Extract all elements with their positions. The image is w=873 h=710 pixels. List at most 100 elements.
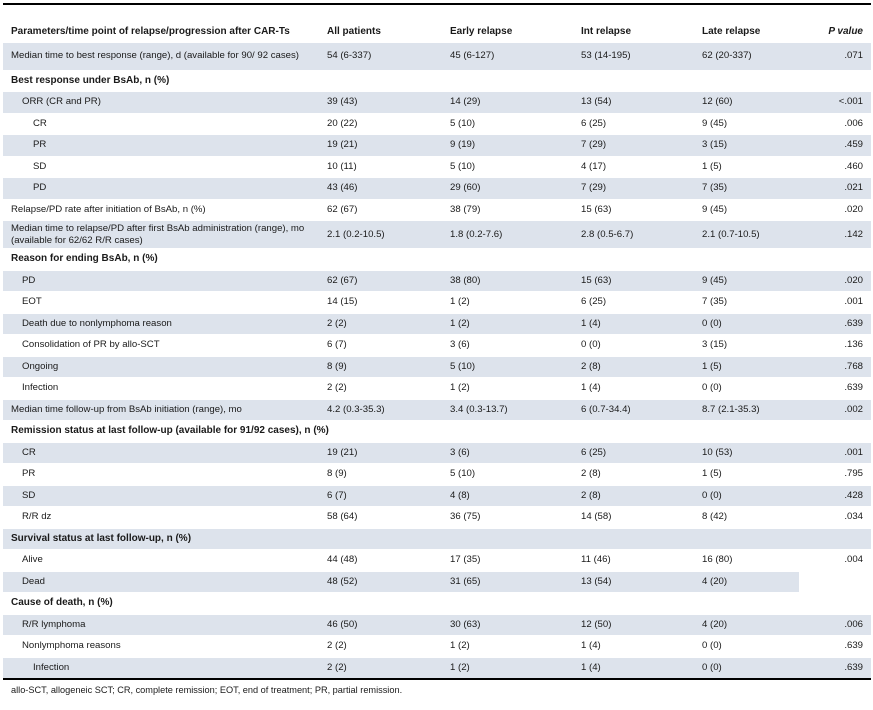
- cell-p-value: .004: [799, 549, 871, 571]
- cell-early-relapse: 38 (80): [442, 269, 573, 292]
- cell-late-relapse: 0 (0): [694, 312, 799, 335]
- cell-all-patients: 46 (50): [319, 613, 442, 636]
- table-container: Parameters/time point of relapse/progres…: [3, 3, 871, 695]
- table-row: PD 62 (67) 38 (80) 15 (63) 9 (45) .020: [3, 269, 871, 292]
- row-label: Death due to nonlymphoma reason: [3, 312, 319, 335]
- cell-p-value: .639: [799, 377, 871, 399]
- header-p-value: P value: [828, 25, 863, 37]
- cell-all-patients: 14 (15): [319, 291, 442, 313]
- cell-early-relapse: 29 (60): [442, 177, 573, 199]
- cell-late-relapse: 2.1 (0.7-10.5): [694, 220, 799, 249]
- cell-late-relapse: 62 (20-337): [694, 41, 799, 70]
- cell-p-value: [799, 570, 871, 593]
- cell-all-patients: 2 (2): [319, 377, 442, 399]
- cell-int-relapse: 13 (54): [573, 570, 694, 593]
- row-label: Dead: [3, 570, 319, 593]
- section-header-row: Remission status at last follow-up (avai…: [3, 420, 871, 442]
- row-label: PR: [3, 463, 319, 485]
- cell-late-relapse: 10 (53): [694, 441, 799, 464]
- row-label: SD: [3, 155, 319, 178]
- cell-all-patients: 39 (43): [319, 91, 442, 113]
- cell-p-value: .459: [799, 134, 871, 156]
- cell-int-relapse: 13 (54): [573, 91, 694, 113]
- cell-early-relapse: 9 (19): [442, 134, 573, 156]
- section-heading: Reason for ending BsAb, n (%): [3, 248, 871, 270]
- row-label: Infection: [3, 377, 319, 399]
- cell-int-relapse: 15 (63): [573, 198, 694, 221]
- cell-early-relapse: 3 (6): [442, 441, 573, 464]
- cell-all-patients: 2.1 (0.2-10.5): [319, 220, 442, 249]
- table-row: Death due to nonlymphoma reason 2 (2) 1 (2…: [3, 312, 871, 335]
- cell-p-value: .639: [799, 656, 871, 679]
- cell-early-relapse: 1 (2): [442, 656, 573, 679]
- cell-int-relapse: 0 (0): [573, 334, 694, 356]
- cell-all-patients: 48 (52): [319, 570, 442, 593]
- section-header-row: Reason for ending BsAb, n (%): [3, 248, 871, 270]
- table-row: Median time follow-up from BsAb initiati…: [3, 398, 871, 421]
- cell-p-value: .428: [799, 484, 871, 507]
- cell-p-value: .142: [799, 220, 871, 249]
- cell-int-relapse: 2 (8): [573, 463, 694, 485]
- cell-p-value: .020: [799, 198, 871, 221]
- cell-late-relapse: 8 (42): [694, 506, 799, 528]
- section-header-row: Best response under BsAb, n (%): [3, 69, 871, 92]
- header-int-relapse: Int relapse: [581, 25, 632, 37]
- cell-int-relapse: 6 (0.7-34.4): [573, 398, 694, 421]
- cell-all-patients: 8 (9): [319, 463, 442, 485]
- table-row: Relapse/PD rate after initiation of BsAb…: [3, 198, 871, 221]
- cell-p-value: .639: [799, 312, 871, 335]
- cell-int-relapse: 7 (29): [573, 177, 694, 199]
- cell-p-value: .006: [799, 613, 871, 636]
- cell-early-relapse: 3 (6): [442, 334, 573, 356]
- cell-p-value: .639: [799, 635, 871, 657]
- cell-int-relapse: 11 (46): [573, 549, 694, 571]
- table-row: SD 10 (11) 5 (10) 4 (17) 1 (5) .460: [3, 155, 871, 178]
- cell-int-relapse: 1 (4): [573, 377, 694, 399]
- cell-int-relapse: 1 (4): [573, 312, 694, 335]
- cell-int-relapse: 2 (8): [573, 484, 694, 507]
- cell-late-relapse: 16 (80): [694, 549, 799, 571]
- cell-all-patients: 8 (9): [319, 355, 442, 378]
- header-late-relapse: Late relapse: [702, 25, 761, 37]
- cell-late-relapse: 1 (5): [694, 355, 799, 378]
- cell-p-value: .020: [799, 269, 871, 292]
- cell-all-patients: 10 (11): [319, 155, 442, 178]
- cell-early-relapse: 36 (75): [442, 506, 573, 528]
- table-row: ORR (CR and PR) 39 (43) 14 (29) 13 (54) 12 (…: [3, 91, 871, 113]
- row-label: EOT: [3, 291, 319, 313]
- cell-p-value: .795: [799, 463, 871, 485]
- cell-all-patients: 6 (7): [319, 484, 442, 507]
- header-all-patients: All patients: [327, 25, 381, 37]
- table-row: Consolidation of PR by allo-SCT 6 (7) 3 (6…: [3, 334, 871, 356]
- cell-late-relapse: 3 (15): [694, 334, 799, 356]
- cell-late-relapse: 4 (20): [694, 613, 799, 636]
- cell-p-value: .034: [799, 506, 871, 528]
- cell-all-patients: 54 (6-337): [319, 41, 442, 70]
- cell-all-patients: 19 (21): [319, 441, 442, 464]
- cell-p-value: .460: [799, 155, 871, 178]
- cell-int-relapse: 2 (8): [573, 355, 694, 378]
- cell-p-value: .021: [799, 177, 871, 199]
- cell-early-relapse: 3.4 (0.3-13.7): [442, 398, 573, 421]
- cell-all-patients: 2 (2): [319, 656, 442, 679]
- table-row: Ongoing 8 (9) 5 (10) 2 (8) 1 (5) .768: [3, 355, 871, 378]
- table-row: R/R lymphoma 46 (50) 30 (63) 12 (50) 4 (20).…: [3, 613, 871, 636]
- cell-late-relapse: 0 (0): [694, 484, 799, 507]
- cell-p-value: .001: [799, 441, 871, 464]
- cell-late-relapse: 7 (35): [694, 291, 799, 313]
- row-label: CR: [3, 112, 319, 135]
- table-row: CR 19 (21) 3 (6) 6 (25) 10 (53) .001: [3, 441, 871, 464]
- cell-int-relapse: 12 (50): [573, 613, 694, 636]
- cell-late-relapse: 0 (0): [694, 635, 799, 657]
- cell-early-relapse: 4 (8): [442, 484, 573, 507]
- header-parameters: Parameters/time point of relapse/progres…: [11, 25, 290, 37]
- row-label: SD: [3, 484, 319, 507]
- section-heading: Best response under BsAb, n (%): [3, 69, 871, 92]
- cell-early-relapse: 30 (63): [442, 613, 573, 636]
- row-label: CR: [3, 441, 319, 464]
- section-header-row: Survival status at last follow-up, n (%): [3, 527, 871, 550]
- cell-late-relapse: 12 (60): [694, 91, 799, 113]
- table-row: PR 8 (9) 5 (10) 2 (8) 1 (5) .795: [3, 463, 871, 485]
- cell-int-relapse: 1 (4): [573, 656, 694, 679]
- header-early-relapse: Early relapse: [450, 25, 513, 37]
